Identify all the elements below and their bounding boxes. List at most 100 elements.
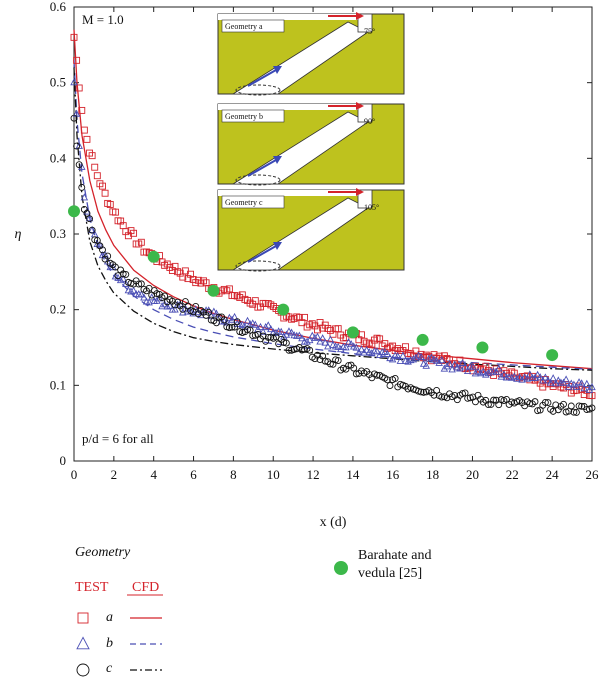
y-tick-label: 0.1 — [50, 377, 66, 392]
x-tick-label: 24 — [546, 467, 560, 482]
test-point-c — [249, 332, 257, 340]
test-point-c — [438, 393, 446, 401]
test-point-b — [577, 379, 586, 387]
test-point-c — [75, 161, 83, 169]
reference-point — [476, 341, 489, 354]
test-point-b — [75, 141, 83, 149]
test-point-b — [225, 313, 234, 321]
test-point-a — [83, 135, 91, 143]
legend-reference-line2: vedula [25] — [358, 566, 423, 581]
test-point-b — [495, 364, 503, 372]
test-point-c — [484, 401, 492, 409]
test-point-c — [212, 319, 220, 327]
test-point-b — [259, 327, 267, 335]
test-point-b — [352, 343, 361, 351]
test-point-c — [544, 399, 552, 407]
mainstream-arrowhead — [356, 188, 364, 196]
inset-top-gap — [218, 14, 358, 19]
test-point-c — [83, 209, 91, 217]
test-point-b — [171, 305, 179, 313]
inset-exit — [357, 103, 373, 123]
test-point-b — [282, 330, 291, 338]
test-point-a — [402, 343, 409, 351]
test-point-c — [464, 394, 472, 402]
test-point-b — [438, 356, 446, 364]
test-point-b — [546, 378, 555, 386]
test-point-b — [344, 338, 353, 346]
inset-geometry-a: Geometry a 75° — [217, 12, 405, 96]
inset-top-gap — [218, 104, 358, 109]
inset-exit — [357, 13, 373, 33]
test-point-b — [305, 336, 314, 344]
test-point-b — [443, 362, 451, 370]
test-series-b — [70, 78, 596, 393]
test-point-b — [243, 316, 252, 324]
inset-top-gap — [218, 190, 358, 195]
test-point-b — [445, 359, 454, 368]
test-point-b — [476, 369, 485, 377]
test-point-b — [427, 353, 436, 361]
test-point-c — [225, 324, 233, 332]
test-point-a — [88, 152, 96, 160]
test-point-b — [471, 369, 480, 377]
y-tick-label: 0.3 — [50, 226, 66, 241]
test-point-b — [507, 373, 516, 381]
inset-plenum — [235, 84, 281, 96]
legend-row-b: b — [106, 636, 113, 651]
test-point-b — [404, 357, 412, 365]
test-point-a — [301, 313, 308, 321]
coolant-arrow — [247, 69, 277, 87]
test-point-b — [70, 78, 78, 86]
inset-geometry-b: Geometry b 90° — [217, 102, 405, 186]
reference-point — [147, 250, 160, 263]
test-point-b — [549, 374, 557, 382]
legend-test-label: TEST — [75, 580, 109, 595]
test-point-c — [350, 364, 358, 372]
test-point-b — [324, 342, 332, 350]
test-point-b — [492, 367, 500, 375]
test-point-b — [163, 302, 171, 310]
test-point-b — [523, 374, 531, 382]
test-point-b — [321, 338, 329, 346]
test-point-b — [461, 362, 469, 370]
test-point-b — [155, 294, 164, 302]
coolant-arrowhead — [273, 242, 282, 250]
test-point-b — [544, 376, 552, 384]
legend-heading: Geometry — [75, 545, 131, 560]
test-point-b — [396, 356, 405, 364]
test-point-a — [111, 208, 119, 216]
cfd-series-c — [73, 67, 593, 371]
test-point-b — [334, 342, 342, 350]
mainstream-arrowhead — [356, 102, 364, 110]
test-point-b — [210, 307, 218, 315]
test-point-b — [127, 287, 135, 295]
reference-series — [68, 205, 559, 362]
test-point-b — [261, 322, 270, 331]
test-point-c — [334, 357, 342, 364]
test-point-b — [500, 370, 508, 378]
test-point-b — [160, 300, 169, 308]
test-point-a — [75, 84, 83, 92]
test-point-c — [472, 398, 479, 406]
test-point-c — [91, 236, 99, 244]
reference-point — [207, 284, 220, 297]
test-point-b — [116, 276, 125, 284]
test-point-b — [412, 353, 420, 361]
test-series-c — [70, 114, 596, 416]
test-point-c — [534, 407, 542, 415]
inset-angle: 90° — [364, 117, 375, 126]
inset-plenum — [235, 260, 281, 272]
test-point-b — [448, 365, 456, 373]
inset-label-box — [221, 19, 285, 33]
inset-exit — [357, 189, 373, 209]
test-point-b — [458, 358, 467, 366]
test-point-c — [215, 313, 223, 321]
test-point-b — [526, 370, 534, 378]
axes-frame — [73, 6, 593, 462]
test-point-b — [368, 349, 376, 357]
test-point-c — [220, 316, 228, 324]
test-point-b — [562, 375, 570, 383]
test-point-a — [376, 335, 384, 343]
reference-point — [546, 349, 559, 362]
test-point-a — [225, 285, 233, 293]
